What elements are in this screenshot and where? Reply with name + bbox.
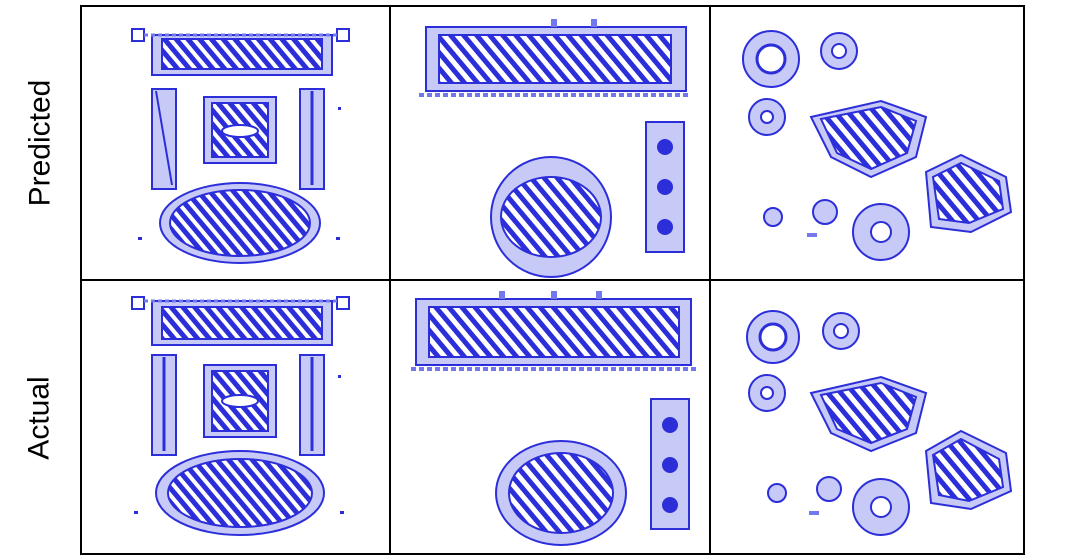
cell-predicted-layout-3 [711, 7, 1023, 279]
cell-actual-layout-1 [82, 281, 389, 553]
layout-3-predicted-drawing [742, 30, 1013, 261]
layout-3-actual-drawing [746, 310, 1013, 536]
layout-2-actual-drawing [411, 291, 696, 546]
cell-predicted-layout-2 [391, 7, 709, 279]
row-label-actual-text: Actual [23, 375, 57, 460]
row-label-predicted-text: Predicted [23, 79, 56, 206]
grid-divider-row [82, 279, 1023, 281]
layout-1-actual-drawing [131, 296, 350, 536]
layout-2-predicted-drawing [419, 19, 691, 278]
row-label-predicted: Predicted [0, 5, 80, 280]
row-label-actual: Actual [0, 280, 80, 555]
comparison-grid [80, 5, 1025, 555]
cell-actual-layout-2 [391, 281, 709, 553]
layout-1-predicted-drawing [131, 28, 350, 264]
cell-predicted-layout-1 [82, 7, 389, 279]
cell-actual-layout-3 [711, 281, 1023, 553]
